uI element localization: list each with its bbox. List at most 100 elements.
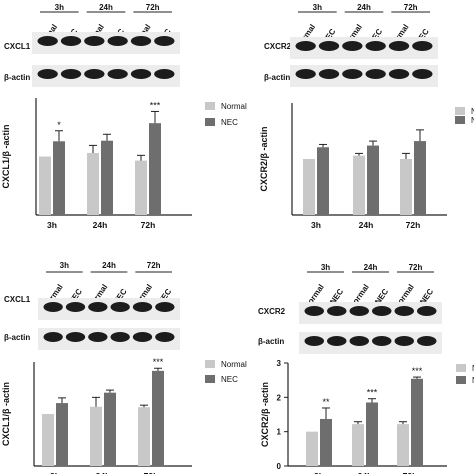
significance-marker: ***	[412, 366, 423, 376]
blot-band	[388, 69, 410, 79]
x-tick-label: 24h	[359, 220, 374, 230]
blot-band	[349, 306, 369, 316]
legend-swatch	[456, 376, 466, 384]
blot-band	[304, 306, 324, 316]
blot-timepoint-label: 3h	[313, 3, 322, 12]
bar	[306, 431, 318, 466]
blot-band	[88, 332, 108, 342]
blot-loading-label: β-actin	[258, 337, 284, 346]
y-tick-label: 2	[277, 393, 282, 402]
bar	[39, 156, 51, 215]
legend-label: NEC	[221, 118, 238, 127]
blot-timepoint-label: 72h	[147, 261, 161, 270]
blot-band	[417, 336, 437, 346]
bar	[42, 414, 54, 466]
blot-band	[318, 41, 340, 51]
y-tick-label: 1	[277, 428, 282, 437]
blot-band	[388, 41, 410, 51]
blot-band	[342, 41, 363, 51]
legend-label: Normal	[221, 360, 247, 369]
blot-band	[65, 302, 86, 312]
y-tick-label: 3	[277, 359, 282, 368]
blot-band	[394, 306, 414, 316]
blot-band	[318, 69, 340, 79]
legend-label: N	[471, 116, 474, 125]
blot-band	[84, 36, 105, 46]
bar	[90, 406, 102, 466]
blot-band	[412, 69, 433, 79]
y-axis-label: CXCL1/β -actin	[1, 382, 11, 446]
blot-timepoint-label: 24h	[364, 263, 378, 272]
legend-swatch	[455, 107, 465, 115]
blot-band	[130, 36, 152, 46]
blot-timepoint-label: 3h	[321, 263, 330, 272]
blot-timepoint-label: 24h	[357, 3, 371, 12]
blot-band	[154, 36, 175, 46]
blot-band	[37, 69, 58, 79]
blot-band	[155, 302, 175, 312]
blot-target-label: CXCL1	[4, 295, 31, 304]
blot-band	[60, 36, 82, 46]
blot-band	[110, 332, 130, 342]
blot-band	[417, 306, 437, 316]
blot-band	[295, 41, 316, 51]
y-tick-label: 0	[277, 462, 282, 471]
significance-marker: ***	[367, 388, 378, 398]
legend-label: N	[471, 107, 474, 116]
bar	[135, 160, 147, 215]
significance-marker: ***	[150, 100, 161, 110]
bar	[414, 141, 426, 215]
bar	[320, 418, 332, 466]
legend-label: N	[472, 376, 474, 385]
blot-band	[84, 69, 105, 79]
blot-timepoint-label: 72h	[404, 3, 418, 12]
bar	[149, 123, 161, 215]
blot-timepoint-label: 72h	[146, 3, 160, 12]
blot-band	[43, 302, 63, 312]
bar	[303, 159, 315, 215]
bar	[104, 392, 116, 466]
bar	[353, 155, 365, 215]
blot-band	[372, 336, 392, 346]
x-tick-label: 72h	[403, 471, 418, 474]
blot-band	[132, 332, 153, 342]
legend-swatch	[205, 118, 215, 126]
blot-timepoint-label: 3h	[55, 3, 64, 12]
y-axis-label: CXCR2/β -actin	[260, 382, 270, 447]
bar	[352, 424, 364, 466]
bar	[366, 402, 378, 466]
blot-band	[349, 336, 369, 346]
x-tick-label: 3h	[50, 471, 60, 474]
blot-band	[43, 332, 63, 342]
bar	[138, 407, 150, 466]
blot-timepoint-label: 24h	[99, 3, 113, 12]
blot-band	[107, 69, 128, 79]
legend-swatch	[456, 364, 466, 372]
blot-timepoint-label: 72h	[409, 263, 423, 272]
blot-loading-label: β-actin	[264, 73, 290, 82]
x-tick-label: 3h	[311, 220, 321, 230]
blot-band	[60, 69, 82, 79]
legend-swatch	[205, 360, 215, 368]
x-tick-label: 72h	[141, 220, 156, 230]
blot-target-label: CXCR2	[258, 307, 286, 316]
y-axis-label: CXCR2/β -actin	[259, 126, 269, 191]
bar	[152, 370, 164, 466]
bar	[367, 145, 379, 215]
blot-band	[342, 69, 363, 79]
legend-label: NEC	[221, 375, 238, 384]
blot-band	[304, 336, 324, 346]
blot-band	[88, 302, 108, 312]
blot-band	[365, 69, 386, 79]
blot-timepoint-label: 3h	[60, 261, 69, 270]
blot-band	[394, 336, 414, 346]
bar	[400, 159, 412, 215]
legend-label: N	[472, 364, 474, 373]
bar	[317, 147, 329, 215]
blot-band	[327, 306, 347, 316]
bar	[101, 140, 113, 215]
significance-marker: **	[322, 397, 330, 407]
x-tick-label: 3h	[47, 220, 57, 230]
blot-band	[65, 332, 86, 342]
